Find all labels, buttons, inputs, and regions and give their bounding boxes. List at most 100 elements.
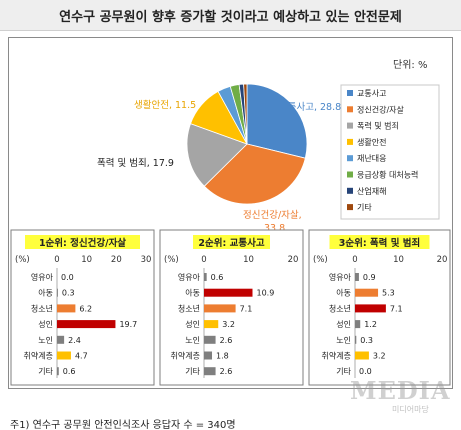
bar xyxy=(355,320,361,329)
value-label: 0.3 xyxy=(360,336,373,345)
bar xyxy=(204,304,236,313)
category-label: 영유아 xyxy=(178,272,201,282)
rank-title: 2순위: 교통사고 xyxy=(198,237,264,249)
bar xyxy=(204,351,213,360)
tick-label: 20 xyxy=(437,255,448,265)
page-title: 연수구 공무원이 향후 증가할 것이라고 예상하고 있는 안전문제 xyxy=(59,10,402,25)
category-label: 취약계층 xyxy=(171,351,200,361)
bar xyxy=(204,367,216,376)
rank-title: 1순위: 정신건강/자살 xyxy=(39,237,126,249)
legend-label: 산업재해 xyxy=(357,186,386,196)
legend-swatch xyxy=(347,171,353,178)
legend-swatch xyxy=(347,106,353,113)
category-label: 기타 xyxy=(336,367,351,376)
category-label: 아동 xyxy=(38,288,53,298)
value-label: 0.3 xyxy=(62,289,75,298)
category-label: 기타 xyxy=(38,367,53,376)
value-label: 6.2 xyxy=(79,304,92,313)
tick-label: 0 xyxy=(352,255,357,265)
legend-label: 재난대응 xyxy=(357,154,386,163)
pie-slice xyxy=(246,83,308,159)
pie-label: 생활안전, 11.5 xyxy=(134,99,196,111)
category-label: 노인 xyxy=(38,335,53,345)
pie-label: 폭력 및 범죄, 17.9 xyxy=(97,157,174,169)
value-label: 4.7 xyxy=(75,352,88,361)
tick-label: 20 xyxy=(111,255,122,265)
pie-label: 교통사고, 28.8 xyxy=(279,102,341,113)
axis-unit: (%) xyxy=(15,255,30,265)
pie-slice xyxy=(186,123,248,187)
value-label: 0.9 xyxy=(363,273,376,282)
category-label: 취약계층 xyxy=(322,351,351,361)
bar xyxy=(57,335,65,344)
legend-swatch xyxy=(347,204,353,211)
bar xyxy=(355,273,359,281)
category-label: 청소년 xyxy=(178,303,200,313)
bar xyxy=(355,351,369,360)
unit-label: 단위: % xyxy=(393,58,427,71)
value-label: 2.6 xyxy=(220,336,233,345)
tick-label: 20 xyxy=(288,255,299,265)
tick-label: 10 xyxy=(393,255,404,265)
bar xyxy=(204,273,207,281)
category-label: 성인 xyxy=(336,319,351,329)
value-label: 0.6 xyxy=(63,367,76,376)
legend-label: 교통사고 xyxy=(357,89,386,98)
bar xyxy=(355,288,379,297)
bar xyxy=(204,335,216,344)
tick-label: 10 xyxy=(81,255,92,265)
legend-swatch xyxy=(347,187,353,194)
category-label: 청소년 xyxy=(31,303,53,313)
legend-swatch xyxy=(347,155,353,162)
axis-unit: (%) xyxy=(164,255,179,265)
value-label: 19.7 xyxy=(119,320,137,329)
pie-label: 33.8 xyxy=(264,223,285,234)
tick-label: 10 xyxy=(243,255,254,265)
pie-slice xyxy=(243,83,248,145)
value-label: 1.8 xyxy=(216,352,229,361)
bar xyxy=(355,335,357,344)
bar-panel-box xyxy=(10,229,155,386)
legend-label: 정신건강/자살 xyxy=(357,104,404,114)
chart-canvas: 단위: % 교통사고, 28.8 정신건강/자살, 33.8 폭력 및 범죄, 17.9… xyxy=(10,58,451,386)
category-label: 취약계층 xyxy=(24,351,53,361)
value-label: 2.4 xyxy=(68,336,81,345)
value-label: 3.2 xyxy=(373,352,386,361)
bar xyxy=(57,351,71,360)
value-label: 10.9 xyxy=(257,289,275,298)
tick-label: 0 xyxy=(201,255,206,265)
category-label: 영유아 xyxy=(31,272,54,282)
rank-badge xyxy=(329,235,430,249)
bar xyxy=(57,304,76,313)
title-bar: 연수구 공무원이 향후 증가할 것이라고 예상하고 있는 안전문제 xyxy=(0,0,461,31)
bar xyxy=(204,288,253,297)
value-label: 1.2 xyxy=(364,320,377,329)
value-label: 5.3 xyxy=(382,289,395,298)
legend-label: 응급상황 대처능력 xyxy=(357,170,418,180)
bar xyxy=(355,304,386,313)
category-label: 아동 xyxy=(336,288,351,298)
legend-swatch xyxy=(347,122,353,129)
legend-label: 기타 xyxy=(357,203,372,212)
legend-label: 폭력 및 범죄 xyxy=(357,121,399,131)
rank-badge xyxy=(193,235,270,249)
axis-unit: (%) xyxy=(313,255,328,265)
category-label: 청소년 xyxy=(329,303,351,313)
category-label: 성인 xyxy=(185,319,200,329)
bar xyxy=(57,320,116,329)
value-label: 7.1 xyxy=(390,304,403,313)
value-label: 2.6 xyxy=(220,367,233,376)
category-label: 노인 xyxy=(185,335,200,345)
category-label: 성인 xyxy=(38,319,53,329)
rank-title: 3순위: 폭력 및 범죄 xyxy=(339,237,421,249)
category-label: 노인 xyxy=(336,335,351,345)
tick-label: 30 xyxy=(141,255,152,265)
tick-label: 0 xyxy=(54,255,59,265)
pie-label: 정신건강/자살, xyxy=(243,210,302,221)
footnote: 주1) 연수구 공무원 안전인식조사 응답자 수 = 340명 xyxy=(10,420,236,430)
value-label: 0.0 xyxy=(61,273,74,282)
legend-box xyxy=(340,84,440,220)
legend-label: 생활안전 xyxy=(357,137,386,147)
bar xyxy=(57,367,59,376)
